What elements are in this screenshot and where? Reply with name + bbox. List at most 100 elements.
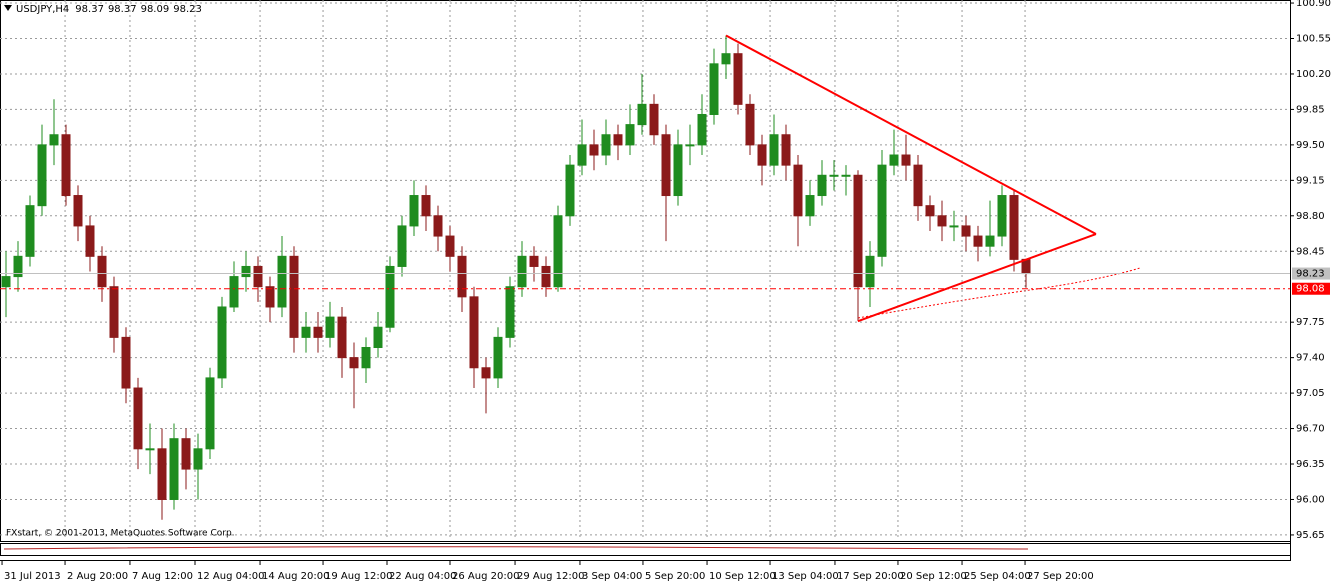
candle-body [109,286,119,338]
price-label-box [1292,267,1330,280]
candle-body [457,255,467,298]
trendline [725,34,1097,235]
candle-body [901,154,911,166]
candle-body [385,265,395,328]
candle-body [49,134,59,146]
candle-body [421,195,431,217]
header-close: 98.23 [173,4,202,15]
candle-body [577,144,587,166]
x-tick-label: 31 Jul 2013 [4,571,61,582]
candle-body [649,103,659,136]
candle-body [289,255,299,338]
candle-body [157,448,167,500]
candle-body [85,225,95,257]
x-tick-label: 27 Sep 20:00 [1027,571,1094,582]
candle-body [565,164,575,217]
candle-body [361,347,371,369]
candle-body [205,377,215,450]
candle-body [613,134,623,146]
candle-body [601,134,611,156]
x-tick-label: 17 Sep 20:00 [837,571,904,582]
candle-body [193,448,203,470]
candle-body [325,316,335,338]
candle-body [469,296,479,369]
candle-body [949,225,959,228]
header-open: 98.37 [75,4,104,15]
candle-body [169,438,179,500]
x-tick-label: 5 Sep 20:00 [645,571,705,582]
candle-body [745,103,755,146]
candle-body [661,134,671,197]
candle-body [805,195,815,217]
x-tick-label: 3 Sep 04:00 [582,571,642,582]
candle-body [217,306,227,379]
candle-body [397,225,407,267]
candle-body [337,316,347,359]
y-tick-label: 97.05 [1296,388,1325,399]
candle-body [721,53,731,65]
candle-body [781,134,791,166]
candle-body [133,387,143,450]
y-tick-label: 98.45 [1296,246,1325,257]
candle-body [253,265,263,288]
candle-body [493,336,503,379]
candle-body [517,255,527,288]
candle-body [37,144,47,207]
x-tick-label: 12 Aug 04:00 [197,571,264,582]
candle-body [445,235,455,257]
x-tick-label: 20 Sep 12:00 [900,571,967,582]
candle-body [373,326,383,349]
candle-body [25,205,35,257]
price-label: 98.23 [1296,269,1325,280]
menu-arrow [4,5,12,11]
candle-body [13,255,23,278]
candle-body [349,357,359,369]
y-tick-label: 96.35 [1296,459,1325,470]
y-tick-label: 97.75 [1296,317,1325,328]
y-tick-label: 99.85 [1296,104,1325,115]
plot [0,0,1290,540]
candle-body [829,174,839,177]
y-tick-label: 99.15 [1296,175,1325,186]
candle-body [961,225,971,237]
y-tick-label: 98.80 [1296,211,1325,222]
candle-body [709,63,719,115]
candle-body [409,195,419,227]
candle-body [733,53,743,105]
candle-body [817,174,827,197]
copyright: FXstart, © 2001-2013, MetaQuotes Softwar… [6,529,235,539]
candle-body [853,174,863,288]
candle-body [877,164,887,257]
candle-body [589,144,599,156]
candle-body [529,255,539,267]
x-tick-label: 25 Sep 04:00 [964,571,1031,582]
candle-body [925,205,935,217]
order-label-box [1292,282,1330,295]
candle-body [433,215,443,237]
candle-body [313,326,323,338]
candle-body [61,134,71,197]
order-label: 98.08 [1296,284,1325,295]
y-tick-label: 100.55 [1296,33,1331,44]
candle-body [1009,195,1019,260]
x-tick-label: 2 Aug 20:00 [67,571,128,582]
y-tick-label: 99.50 [1296,140,1325,151]
x-tick-label: 7 Aug 12:00 [132,571,193,582]
candle-body [697,113,707,146]
y-tick-label: 100.20 [1296,69,1331,80]
candle-body [793,164,803,217]
candle-body [673,144,683,197]
candle-body [181,438,191,470]
x-tick-label: 22 Aug 04:00 [389,571,456,582]
candle-body [1,276,11,288]
candle-body [553,215,563,288]
x-tick-label: 14 Aug 20:00 [262,571,329,582]
y-tick-label: 100.90 [1296,0,1331,9]
trendline [857,233,1097,323]
candle-body [625,124,635,146]
candle-body [229,276,239,308]
x-tick-label: 10 Sep 12:00 [709,571,776,582]
candle-body [73,195,83,227]
candle-body [757,144,767,166]
header: USDJPY,H4 98.37 98.37 98.09 98.23 [16,4,202,15]
